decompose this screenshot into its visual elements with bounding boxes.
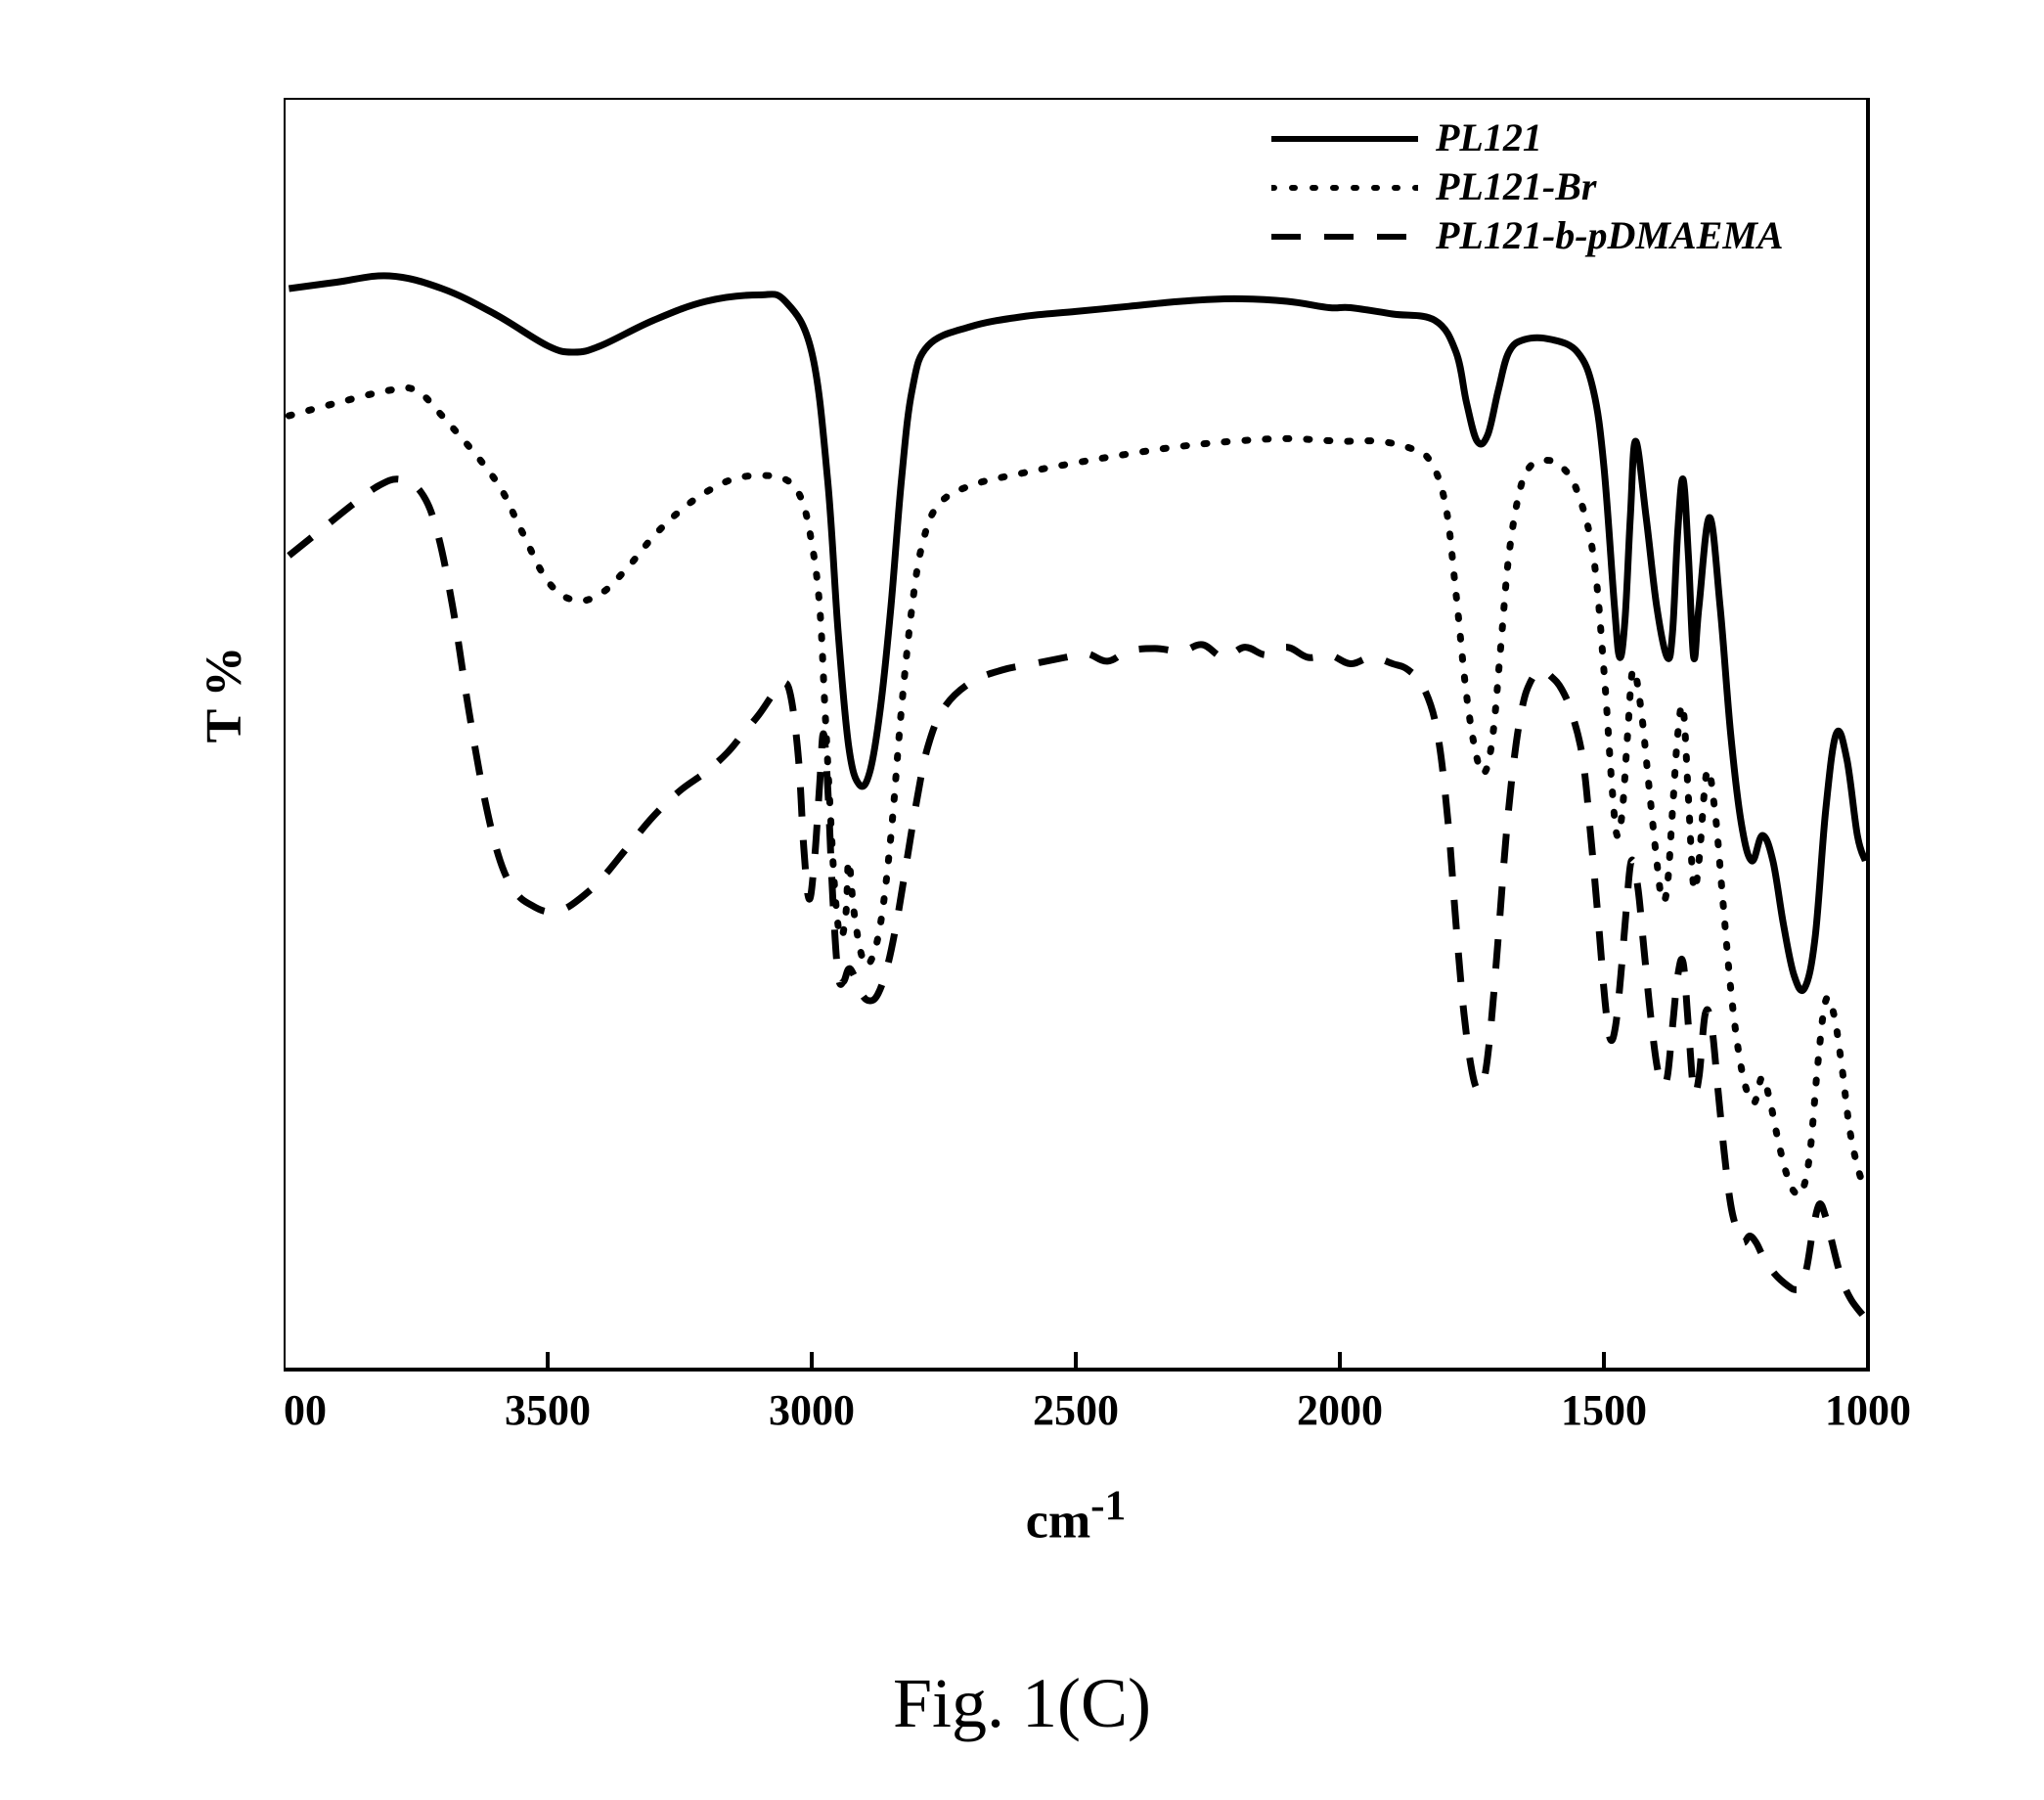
legend-item: PL121 <box>1271 112 1784 161</box>
legend-item: PL121-Br <box>1271 161 1784 210</box>
legend-swatch <box>1271 212 1418 257</box>
x-axis-label-sup: -1 <box>1090 1482 1126 1529</box>
legend-swatch <box>1271 163 1418 208</box>
x-tick-label: 1500 <box>1561 1386 1647 1434</box>
x-tick-label: 3000 <box>769 1386 855 1434</box>
x-axis-label-base: cm <box>1026 1493 1090 1549</box>
legend-label: PL121-b-pDMAEMA <box>1436 212 1784 258</box>
x-tick-label: 2000 <box>1297 1386 1383 1434</box>
legend: PL121PL121-BrPL121-b-pDMAEMA <box>1271 112 1784 259</box>
x-tick-label: 4000 <box>284 1386 327 1434</box>
figure-container: 4000 3500 3000 2500 2000 1500 1000 T % cm-1 PL… <box>0 0 2044 1800</box>
ftir-chart: 4000 3500 3000 2500 2000 1500 1000 <box>284 98 1985 1487</box>
legend-item: PL121-b-pDMAEMA <box>1271 210 1784 259</box>
legend-label: PL121 <box>1436 114 1542 160</box>
figure-caption: Fig. 1(C) <box>0 1663 2044 1744</box>
y-axis-label: T % <box>196 597 253 792</box>
x-axis-label: cm-1 <box>284 1481 1868 1550</box>
x-tick-label: 1000 <box>1825 1386 1911 1434</box>
legend-label: PL121-Br <box>1436 163 1596 209</box>
legend-swatch <box>1271 114 1418 159</box>
x-tick-label: 2500 <box>1033 1386 1119 1434</box>
x-tick-label: 3500 <box>505 1386 591 1434</box>
